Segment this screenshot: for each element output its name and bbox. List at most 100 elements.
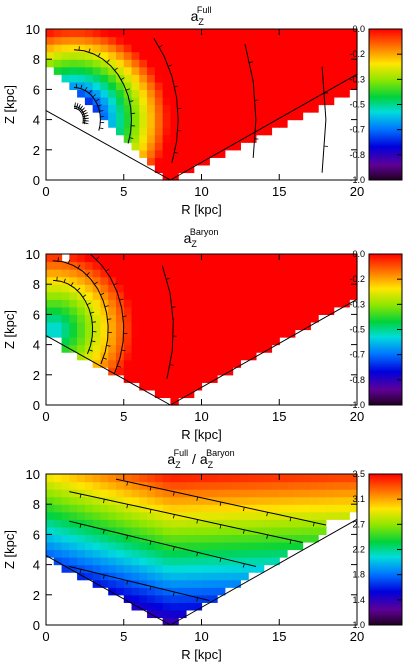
- heatmap-cell: [217, 104, 226, 113]
- heatmap-cell: [310, 81, 319, 90]
- heatmap-cell: [92, 44, 102, 53]
- heatmap-cell: [147, 134, 156, 143]
- heatmap-cell: [349, 291, 358, 300]
- heatmap-cell: [310, 254, 319, 263]
- heatmap-cell: [131, 367, 140, 376]
- heatmap-cell: [349, 59, 358, 68]
- heatmap-cell: [170, 337, 179, 346]
- heatmap-cell: [162, 337, 172, 346]
- heatmap-cell: [255, 481, 265, 490]
- heatmap-cell: [224, 549, 234, 558]
- heatmap-cell: [170, 127, 179, 136]
- heatmap-cell: [201, 36, 210, 45]
- heatmap-cell: [100, 511, 109, 520]
- heatmap-cell: [209, 367, 218, 376]
- contour-line: [73, 105, 86, 125]
- heatmap-cell: [263, 489, 273, 498]
- heatmap-cell: [255, 66, 265, 75]
- heatmap-cell: [318, 254, 327, 263]
- heatmap-cell: [123, 337, 133, 346]
- heatmap-cell: [232, 112, 241, 121]
- heatmap-cell: [92, 299, 102, 308]
- heatmap-cell: [185, 112, 195, 121]
- heatmap-cell: [193, 382, 203, 391]
- heatmap-cell: [92, 474, 102, 483]
- heatmap-cell: [294, 474, 304, 483]
- y-tick-label: 4: [33, 338, 40, 353]
- heatmap-cell: [341, 36, 350, 45]
- heatmap-cell: [209, 89, 218, 98]
- heatmap-cell: [131, 481, 140, 490]
- heatmap-cell: [108, 44, 117, 53]
- heatmap-cell: [341, 59, 350, 68]
- heatmap-cell: [255, 74, 265, 83]
- y-tick-label: 10: [26, 467, 40, 482]
- heatmap-cell: [248, 564, 257, 573]
- heatmap-cell: [263, 119, 273, 128]
- heatmap-cell: [333, 299, 343, 308]
- heatmap-cell: [69, 314, 78, 323]
- heatmap-cell: [240, 89, 249, 98]
- heatmap-cell: [178, 29, 187, 38]
- heatmap-cell: [162, 96, 172, 106]
- heatmap-cell: [139, 572, 148, 581]
- heatmap-cell: [248, 489, 257, 498]
- heatmap-cell: [139, 549, 148, 558]
- heatmap-cell: [61, 534, 70, 543]
- heatmap-cell: [185, 344, 195, 353]
- heatmap-cell: [240, 496, 249, 505]
- heatmap-cell: [147, 149, 156, 158]
- heatmap-cell: [271, 74, 280, 83]
- heatmap-cell: [131, 89, 140, 98]
- heatmap-cell: [201, 504, 210, 513]
- heatmap-cell: [178, 36, 187, 45]
- contour-tick: [106, 345, 111, 347]
- heatmap-cell: [279, 104, 288, 113]
- heatmap-cell: [193, 519, 203, 528]
- heatmap-cell: [77, 66, 86, 75]
- heatmap-cell: [170, 594, 179, 603]
- heatmap-cell: [154, 284, 164, 293]
- contour-tick: [86, 272, 90, 276]
- heatmap-cell: [170, 496, 179, 505]
- heatmap-cell: [193, 149, 203, 158]
- heatmap-cell: [84, 337, 94, 346]
- heatmap-cell: [131, 344, 140, 353]
- heatmap-cell: [131, 284, 140, 293]
- heatmap-cell: [139, 534, 148, 543]
- heatmap-cell: [139, 489, 148, 498]
- heatmap-cell: [170, 306, 179, 315]
- panel-title: aZFull: [191, 5, 212, 27]
- heatmap-cell: [46, 254, 55, 263]
- heatmap-cell: [53, 306, 63, 315]
- heatmap-cell: [139, 276, 148, 285]
- heatmap-cell: [100, 284, 109, 293]
- heatmap-cell: [69, 36, 78, 45]
- heatmap-cell: [185, 321, 195, 331]
- heatmap-cell: [131, 306, 140, 315]
- heatmap-cell: [139, 51, 148, 60]
- heatmap-cell: [115, 59, 125, 68]
- heatmap-cell: [131, 104, 140, 113]
- heatmap-cell: [108, 299, 117, 308]
- heatmap-cell: [92, 59, 102, 68]
- heatmap-cell: [201, 81, 210, 90]
- heatmap-cell: [302, 276, 311, 285]
- heatmap-cell: [209, 306, 218, 315]
- heatmap-cell: [232, 29, 241, 38]
- heatmap-cell: [287, 276, 296, 285]
- heatmap-cell: [178, 164, 187, 174]
- heatmap-cell: [310, 481, 319, 490]
- heatmap-cell: [147, 594, 156, 603]
- heatmap-cell: [232, 481, 241, 490]
- heatmap-cell: [248, 352, 257, 361]
- x-tick-label: 10: [194, 629, 208, 644]
- heatmap-cell: [325, 269, 335, 278]
- heatmap-cell: [178, 344, 187, 353]
- heatmap-cell: [61, 276, 70, 285]
- heatmap-cell: [46, 291, 55, 300]
- contour-tick: [167, 64, 172, 67]
- heatmap-cell: [115, 549, 125, 558]
- heatmap-cell: [302, 74, 311, 83]
- heatmap-cell: [240, 134, 249, 143]
